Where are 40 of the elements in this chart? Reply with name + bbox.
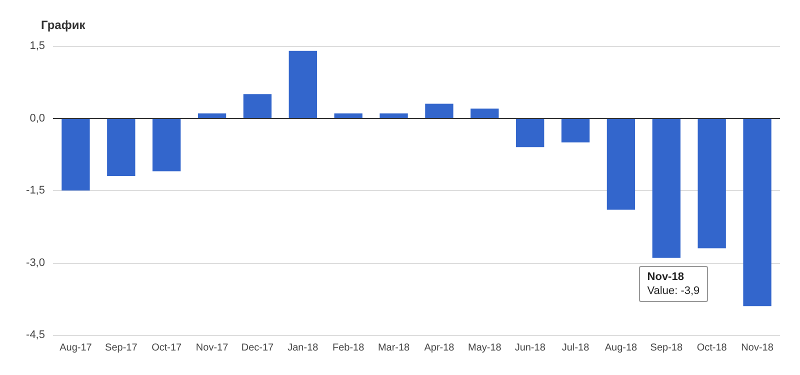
x-tick-label: Aug-18 <box>604 342 638 354</box>
x-tick-label: Jan-18 <box>288 342 319 354</box>
y-tick-label: -3,0 <box>26 256 45 269</box>
x-tick-label: Mar-18 <box>378 342 410 354</box>
y-tick-label: -1,5 <box>26 184 45 196</box>
annotation: Nov-18 <box>647 270 685 284</box>
x-tick-label: Sep-18 <box>650 342 683 354</box>
x-tick-label: Oct-18 <box>696 342 728 354</box>
bar <box>425 104 454 118</box>
chart-title: График <box>41 18 86 32</box>
x-tick-label: Aug-17 <box>60 342 92 354</box>
bar <box>561 118 590 142</box>
bar <box>606 118 636 210</box>
bar <box>380 113 408 118</box>
bar <box>698 118 726 248</box>
x-tick-label: Dec-17 <box>241 342 274 354</box>
x-tick-label: May-18 <box>468 342 502 354</box>
bar <box>62 118 90 190</box>
x-tick-label: Sep-17 <box>105 342 138 354</box>
bar <box>243 94 272 118</box>
bar <box>107 118 136 176</box>
bar <box>152 118 181 172</box>
x-tick-label: Feb-18 <box>332 342 365 354</box>
bar <box>470 108 499 118</box>
x-tick-label: Apr-18 <box>424 342 455 354</box>
annotation: Value: -3,9 <box>647 284 700 298</box>
bar <box>334 113 362 118</box>
y-tick-label: -4,5 <box>26 329 45 341</box>
bar <box>516 118 544 148</box>
bar <box>288 50 317 118</box>
x-tick-label: Nov-17 <box>196 342 229 354</box>
bar <box>652 118 680 258</box>
bar <box>743 118 772 306</box>
x-tick-label: Oct-17 <box>152 342 182 354</box>
x-tick-label: Jul-18 <box>562 342 590 354</box>
x-tick-label: Jun-18 <box>514 342 546 354</box>
x-tick-label: Nov-18 <box>741 342 774 354</box>
bar <box>198 113 226 118</box>
y-tick-label: 0,0 <box>30 112 45 124</box>
y-tick-label: 1,5 <box>30 40 45 52</box>
